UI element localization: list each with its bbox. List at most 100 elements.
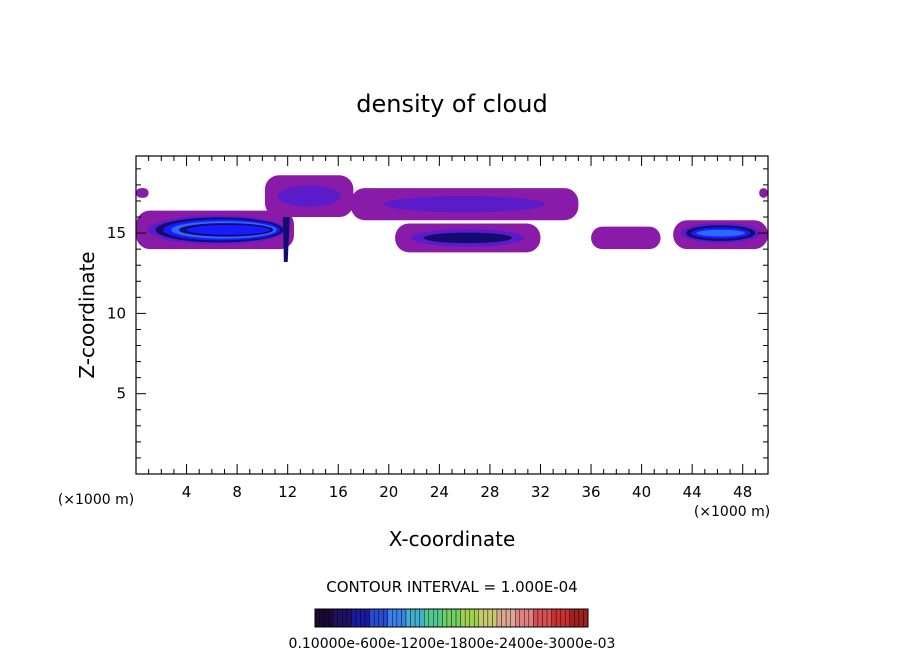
colorbar-cell [414,608,420,628]
small-cloud-36 [591,226,661,250]
colorbar-cell [546,608,552,628]
x-unit-left: (×1000 m) [58,492,134,508]
colorbar-cell [387,608,393,628]
colorbar-cell [574,608,580,628]
x-axis-label: X-coordinate [389,527,516,551]
y-tick-label: 15 [107,224,126,242]
small-cloud-36-outer [591,226,661,250]
colorbar-cell [319,608,325,628]
colorbar-cell [487,608,493,628]
colorbar-cell [583,608,589,628]
x-tick-label: 8 [232,483,242,501]
colorbar-cell [378,608,384,628]
x-tick-label: 48 [733,483,752,501]
cloud-east-top [759,188,768,198]
lower-cloud-mid-band [423,232,512,244]
x-tick-label: 24 [430,483,449,501]
upper-cloud-west [264,175,354,218]
colorbar-cell [383,608,389,628]
chart-title: density of cloud [356,90,547,118]
colorbar-cell [551,608,557,628]
colorbar-cell [505,608,511,628]
colorbar-cell [360,608,366,628]
colorbar-cell [323,608,329,628]
upper-cloud-mid-band [383,195,546,213]
colorbar-cell [569,608,575,628]
contour-interval-text: CONTOUR INTERVAL = 1.000E-04 [326,578,577,596]
upper-cloud-mid [350,188,579,221]
cloud-west-top-outer [136,188,149,198]
colorbar-cell [464,608,470,628]
colorbar-cell [392,608,398,628]
x-tick-label: 20 [379,483,398,501]
y-axis-label: Z-coordinate [75,251,99,378]
colorbar-cell [333,608,338,628]
colorbar-cell [351,608,357,628]
x-tick-label: 36 [581,483,600,501]
colorbar-cell [364,608,370,628]
colorbar-cell [555,608,561,628]
colorbar-cell [369,608,375,628]
lower-cloud-mid [395,223,541,253]
colorbar-cell [396,608,402,628]
main-cloud-streak [282,207,291,262]
y-tick-labels: 5 10 15 [107,224,126,403]
colorbar-cell [405,608,411,628]
colorbar-cell [519,608,525,628]
colorbar-cell [565,608,571,628]
colorbar-cell [542,608,548,628]
colorbar-cell [533,608,539,628]
y-tick-label: 10 [107,304,126,322]
x-tick-label: 12 [278,483,297,501]
x-tick-label: 4 [182,483,192,501]
x-tick-label: 16 [329,483,348,501]
colorbar-cell [474,608,480,628]
cloud-east-top-outer [759,188,768,198]
colorbar-cell [515,608,520,628]
colorbar-cell [401,608,407,628]
x-tick-labels: 4 8 12 16 20 24 28 32 36 40 44 48 [182,483,752,501]
colorbar-cell [492,608,498,628]
axis-ticks [136,156,768,474]
colorbar-cell [578,608,584,628]
y-tick-label: 5 [116,385,126,403]
colorbar [314,608,589,628]
colorbar-cell [469,608,475,628]
colorbar-cell [373,608,379,628]
colorbar-cell [560,608,566,628]
colorbar-cell [337,608,343,628]
colorbar-cell [483,608,489,628]
cloud-east [673,220,768,250]
main-cloud-west [136,207,294,262]
colorbar-cell [314,608,320,628]
colorbar-cell [496,608,502,628]
colorbar-cell [460,608,466,628]
colorbar-cell [410,608,416,628]
x-unit-right: (×1000 m) [694,504,770,520]
main-cloud-west-band [186,225,270,235]
x-tick-label: 40 [632,483,651,501]
colorbar-cell [346,608,352,628]
cloud-density-field [136,175,768,262]
cloud-east-band [696,229,745,237]
cloud-west-top [136,188,149,198]
x-tick-label: 44 [683,483,702,501]
colorbar-cell [524,608,530,628]
colorbar-frame [314,608,589,628]
x-tick-label: 28 [480,483,499,501]
colorbar-cell [437,608,443,628]
x-tick-label: 32 [531,483,550,501]
colorbar-cell [428,608,434,628]
colorbar-cell [419,608,425,628]
colorbar-cell [355,608,361,628]
colorbar-cell [501,608,507,628]
colorbar-cell [342,608,348,628]
colorbar-cell [424,608,429,628]
upper-cloud-west-band [277,185,341,207]
colorbar-cell [433,608,439,628]
colorbar-cell [446,608,452,628]
colorbar-cell [537,608,543,628]
colorbar-labels: 0.10000e-600e-1200e-1800e-2400e-3000e-03 [289,636,616,652]
colorbar-cell [442,608,448,628]
